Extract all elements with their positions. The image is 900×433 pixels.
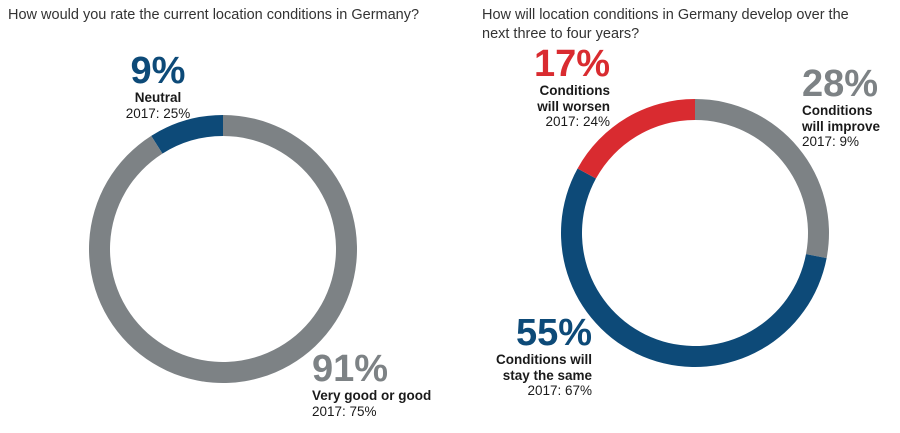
donut-segment-1-1 [89, 115, 358, 383]
donut-chart-outlook [561, 99, 829, 368]
label-same: 55% Conditions will stay the same 2017: … [470, 314, 592, 399]
donut-segment-2-2 [577, 99, 695, 179]
previous-improve: 2017: 9% [802, 134, 860, 150]
donut-chart-current [89, 115, 358, 383]
donut-segment-2-0 [695, 99, 829, 259]
chart-title: How would you rate the current location … [8, 7, 420, 23]
percent-same: 55% [515, 312, 592, 354]
chart-panel-current: How would you rate the current location … [8, 7, 431, 419]
label-improve: 28% Conditions will improve 2017: 9% [802, 65, 880, 150]
previous-neutral: 2017: 25% [125, 105, 191, 121]
percent-very-good: 91% [312, 348, 389, 390]
previous-very-good: 2017: 75% [312, 403, 377, 419]
percent-improve: 28% [802, 63, 879, 105]
category-worsen: Conditions will worsen [537, 83, 610, 114]
label-very-good: 91% Very good or good 2017: 75% [312, 350, 431, 419]
previous-worsen: 2017: 24% [545, 114, 610, 130]
percent-neutral: 9% [130, 50, 186, 92]
chart-panel-outlook: How will location conditions in Germany … [450, 0, 900, 433]
percent-worsen: 17% [533, 43, 610, 85]
donut-segment-1-0 [151, 115, 223, 154]
label-neutral: 9% Neutral 2017: 25% [108, 52, 208, 121]
label-worsen: 17% Conditions will worsen 2017: 24% [510, 45, 610, 130]
donut-segment-2-1 [561, 168, 827, 368]
category-neutral: Neutral [134, 90, 182, 105]
category-very-good: Very good or good [312, 388, 432, 403]
previous-same: 2017: 67% [527, 383, 592, 399]
category-same: Conditions will stay the same [496, 352, 592, 383]
category-improve: Conditions will improve [802, 103, 881, 134]
chart-title: How will location conditions in Germany … [482, 7, 849, 42]
